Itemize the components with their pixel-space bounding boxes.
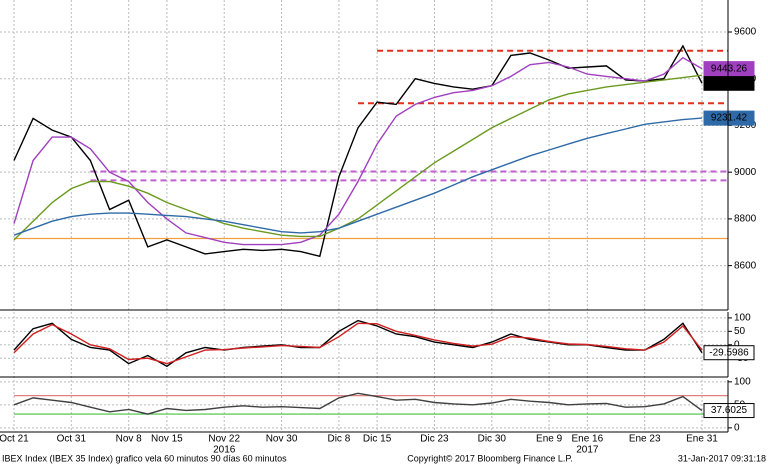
x-tick-label: Ene 31 bbox=[686, 434, 718, 445]
x-tick-label: Dic 30 bbox=[478, 434, 507, 445]
y-tick-label: 8800 bbox=[734, 214, 757, 225]
last-value-box bbox=[703, 345, 755, 361]
series-line bbox=[13, 44, 703, 258]
x-tick-label: Dic 15 bbox=[363, 434, 392, 445]
last-value-label: 37.6025 bbox=[711, 405, 748, 416]
y-tick-label: 0 bbox=[734, 339, 740, 350]
x-tick-label: Oct 31 bbox=[57, 434, 87, 445]
x-year-label: 2016 bbox=[213, 445, 236, 456]
footer-center: Copyright© 2017 Bloomberg Finance L.P. bbox=[407, 453, 573, 463]
x-tick-label: Ene 23 bbox=[629, 434, 661, 445]
x-tick-label: Nov 30 bbox=[266, 434, 298, 445]
last-value-box bbox=[703, 110, 755, 126]
x-tick-label: Nov 8 bbox=[116, 434, 143, 445]
last-value-label: 9231.42 bbox=[711, 113, 748, 124]
y-tick-label: 8600 bbox=[734, 260, 757, 271]
footer-left: IBEX Index (IBEX 35 Index) grafico vela … bbox=[2, 453, 287, 463]
y-tick-label: 100 bbox=[734, 313, 751, 324]
series-line bbox=[13, 56, 703, 246]
footer-right: 31-Jan-2017 09:31:18 bbox=[678, 453, 766, 463]
last-value-label: 9380.50 bbox=[711, 78, 748, 89]
last-value-box bbox=[703, 61, 755, 77]
y-tick-label: 0 bbox=[734, 422, 740, 433]
series-line bbox=[13, 117, 703, 236]
series-line bbox=[13, 322, 703, 365]
series-line bbox=[13, 74, 703, 241]
x-tick-label: Oct 21 bbox=[0, 434, 29, 445]
last-value-box bbox=[703, 75, 755, 91]
y-tick-label: 50 bbox=[734, 326, 746, 337]
y-tick-label: 9600 bbox=[734, 27, 757, 38]
x-tick-label: Dic 23 bbox=[420, 434, 449, 445]
last-value-box bbox=[703, 403, 755, 419]
x-tick-label: Ene 16 bbox=[571, 434, 603, 445]
last-value-label: -29.5986 bbox=[709, 347, 749, 358]
x-tick-label: Ene 9 bbox=[536, 434, 563, 445]
y-tick-label: 9000 bbox=[734, 167, 757, 178]
x-tick-label: Nov 22 bbox=[208, 434, 240, 445]
x-tick-label: Nov 15 bbox=[151, 434, 183, 445]
last-value-label: 9443.26 bbox=[711, 63, 748, 74]
x-tick-label: Dic 8 bbox=[327, 434, 350, 445]
y-tick-label: 100 bbox=[734, 376, 751, 387]
series-line bbox=[13, 392, 703, 415]
x-year-label: 2017 bbox=[576, 445, 599, 456]
